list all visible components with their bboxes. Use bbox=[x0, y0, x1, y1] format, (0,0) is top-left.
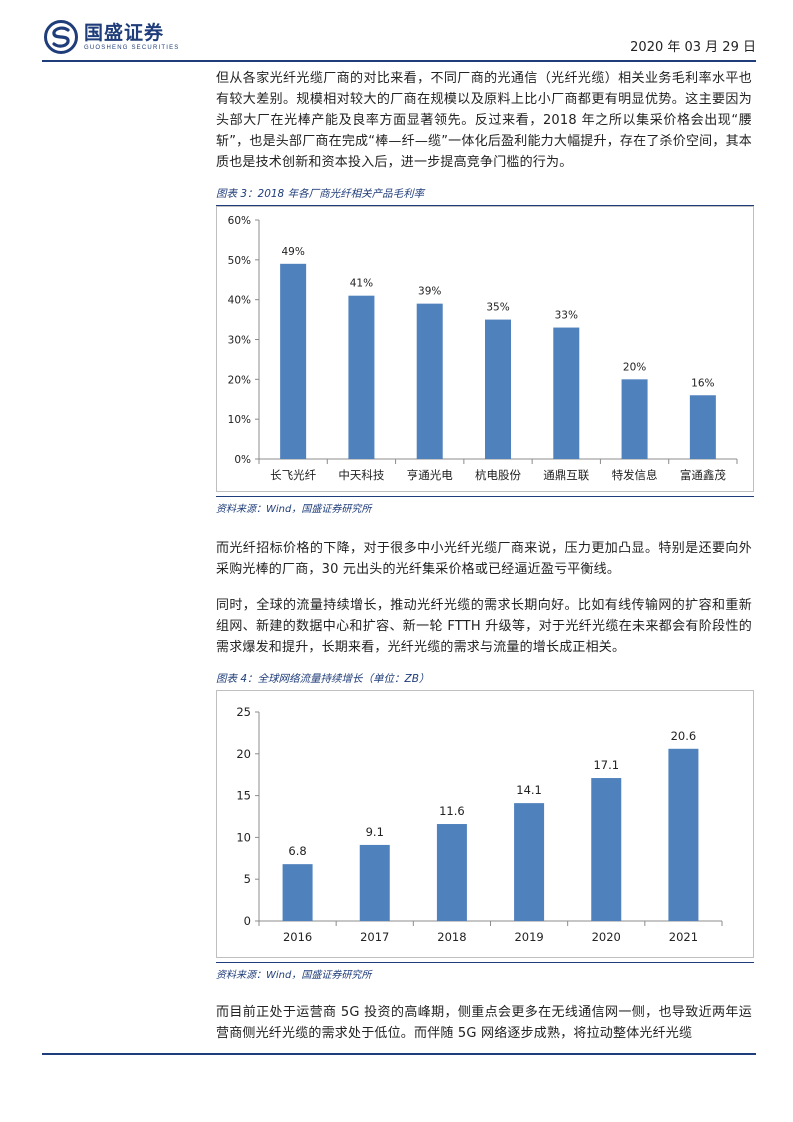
data-label: 17.1 bbox=[593, 758, 619, 772]
data-label: 9.1 bbox=[366, 825, 384, 839]
category-label: 2020 bbox=[592, 930, 621, 944]
y-tick-label: 20% bbox=[228, 374, 251, 386]
report-date: 2020 年 03 月 29 日 bbox=[630, 40, 756, 55]
data-label: 49% bbox=[281, 246, 304, 258]
traffic-bar-chart: 0 5 10 15 20 25 6.8 2016 9.1 2017 11.6 2018 14.1 2019… bbox=[236, 705, 723, 944]
y-tick-label: 30% bbox=[228, 335, 251, 347]
bar-长飞光纤 bbox=[280, 263, 307, 459]
y-tick-label: 10% bbox=[228, 414, 251, 426]
data-label: 11.6 bbox=[439, 804, 465, 818]
bar-2019 bbox=[514, 803, 545, 921]
body-section-2: 而光纤招标价格的下降，对于很多中小光纤光缆厂商来说，压力更加凸显。特别是还要向外… bbox=[216, 538, 752, 580]
category-label: 2019 bbox=[514, 930, 543, 944]
paragraph-5g-investment: 而目前正处于运营商 5G 投资的高峰期，侧重点会更多在无线通信网一侧，也导致近两… bbox=[216, 1005, 752, 1041]
data-label: 20% bbox=[623, 361, 646, 373]
category-label: 杭电股份 bbox=[475, 468, 521, 482]
data-label: 6.8 bbox=[288, 844, 306, 858]
category-label: 中天科技 bbox=[338, 468, 384, 482]
y-tick-label: 0 bbox=[244, 914, 251, 928]
figure-4-title: 图表 4：全球网络流量持续增长（单位：ZB） bbox=[216, 671, 754, 691]
data-label: 16% bbox=[691, 377, 714, 389]
category-label: 富通鑫茂 bbox=[680, 468, 726, 482]
figure-4-source: 资料来源：Wind，国盛证券研究所 bbox=[216, 962, 754, 981]
category-label: 亨通光电 bbox=[407, 468, 453, 482]
data-label: 41% bbox=[350, 278, 373, 290]
guosheng-logo-icon bbox=[44, 20, 78, 54]
y-tick-label: 60% bbox=[228, 215, 251, 227]
category-label: 2021 bbox=[669, 930, 698, 944]
bar-2018 bbox=[436, 824, 467, 921]
figure-3-chart-frame: 0% 10% 20% 30% 40% 50% 60% 49% 长飞光纤 41% 中天科技 39% 亨通光… bbox=[216, 206, 754, 492]
footer-divider bbox=[42, 1053, 756, 1055]
paragraph-gross-margin: 但从各家光纤光缆厂商的对比来看，不同厂商的光通信（光纤光缆）相关业务毛利率水平也… bbox=[216, 71, 752, 170]
margin-bar-chart: 0% 10% 20% 30% 40% 50% 60% 49% 长飞光纤 41% 中天科技 39% 亨通光… bbox=[228, 215, 738, 482]
figure-3-title: 图表 3：2018 年各厂商光纤相关产品毛利率 bbox=[216, 186, 754, 206]
data-label: 35% bbox=[486, 302, 509, 314]
y-tick-label: 15 bbox=[236, 789, 251, 803]
figure-4-chart-frame: 0 5 10 15 20 25 6.8 2016 9.1 2017 11.6 2018 14.1 2019… bbox=[216, 690, 754, 958]
bar-2021 bbox=[668, 748, 699, 921]
body-section-4: 而目前正处于运营商 5G 投资的高峰期，侧重点会更多在无线通信网一侧，也导致近两… bbox=[216, 1002, 752, 1044]
bar-通鼎互联 bbox=[553, 327, 580, 459]
body-section-3: 同时，全球的流量持续增长，推动光纤光缆的需求长期向好。比如有线传输网的扩容和重新… bbox=[216, 595, 752, 658]
body-section-1: 但从各家光纤光缆厂商的对比来看，不同厂商的光通信（光纤光缆）相关业务毛利率水平也… bbox=[216, 68, 752, 173]
category-label: 2018 bbox=[437, 930, 466, 944]
brand-logo: 国盛证券 GUOSHENG SECURITIES bbox=[44, 20, 179, 54]
category-label: 2016 bbox=[283, 930, 312, 944]
bar-中天科技 bbox=[348, 295, 375, 459]
y-tick-label: 50% bbox=[228, 255, 251, 267]
y-tick-label: 40% bbox=[228, 295, 251, 307]
logo-english-name: GUOSHENG SECURITIES bbox=[84, 45, 180, 51]
data-label: 39% bbox=[418, 286, 441, 298]
y-tick-label: 5 bbox=[244, 872, 251, 886]
y-tick-label: 25 bbox=[236, 705, 251, 719]
bar-特发信息 bbox=[621, 379, 648, 459]
bar-富通鑫茂 bbox=[689, 395, 716, 459]
category-label: 特发信息 bbox=[612, 468, 658, 482]
bar-杭电股份 bbox=[485, 319, 511, 459]
category-label: 通鼎互联 bbox=[543, 468, 589, 482]
logo-chinese-name: 国盛证券 bbox=[84, 22, 165, 44]
page-header: 国盛证券 GUOSHENG SECURITIES 2020 年 03 月 29 … bbox=[44, 20, 756, 60]
figure-3-source: 资料来源：Wind，国盛证券研究所 bbox=[216, 496, 754, 515]
y-tick-label: 10 bbox=[236, 830, 251, 844]
paragraph-traffic-growth: 同时，全球的流量持续增长，推动光纤光缆的需求长期向好。比如有线传输网的扩容和重新… bbox=[216, 598, 752, 655]
bar-亨通光电 bbox=[416, 303, 443, 459]
data-label: 33% bbox=[555, 310, 578, 322]
header-divider bbox=[42, 60, 756, 62]
data-label: 20.6 bbox=[671, 729, 697, 743]
bar-2020 bbox=[591, 778, 622, 921]
paragraph-price-decline: 而光纤招标价格的下降，对于很多中小光纤光缆厂商来说，压力更加凸显。特别是还要向外… bbox=[216, 541, 752, 577]
bar-2017 bbox=[359, 844, 390, 921]
category-label: 2017 bbox=[360, 930, 389, 944]
category-label: 长飞光纤 bbox=[270, 468, 316, 482]
y-tick-label: 20 bbox=[236, 747, 251, 761]
data-label: 14.1 bbox=[516, 783, 542, 797]
bar-2016 bbox=[282, 864, 313, 921]
y-tick-label: 0% bbox=[234, 454, 251, 466]
